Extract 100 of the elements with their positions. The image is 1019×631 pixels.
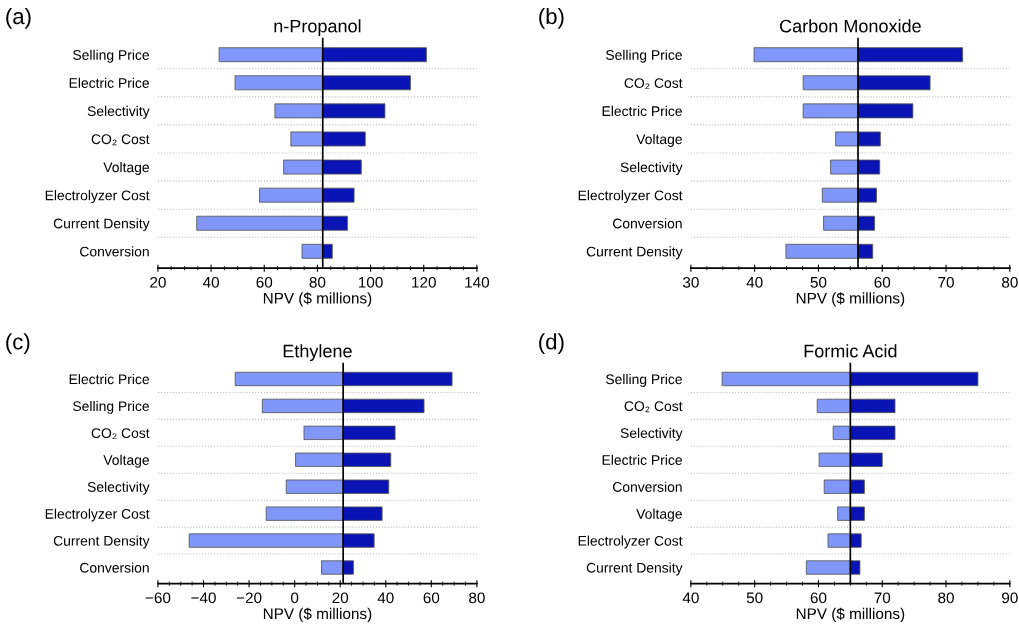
x-tick-label: 0 [290, 592, 299, 604]
chart-title: Carbon Monoxide [780, 19, 921, 33]
y-tick-label: Conversion [613, 481, 682, 492]
x-tick-label: 70 [938, 276, 954, 288]
text: (a) [6, 7, 31, 29]
x-tick-label: 40 [202, 276, 219, 288]
bar [322, 159, 362, 175]
bar [322, 215, 348, 231]
bar [857, 47, 964, 63]
bar [322, 47, 427, 63]
bar [234, 75, 324, 91]
x-tick-label: 140 [465, 276, 490, 288]
bar [823, 215, 859, 231]
x-tick-label: 60 [874, 276, 891, 288]
x-tick-label: 80 [309, 276, 326, 288]
bar [857, 75, 931, 91]
x-tick-label: 60 [423, 592, 440, 604]
bar [857, 131, 881, 147]
x-axis-title: NPV ($ millions) [796, 292, 905, 307]
bar [234, 371, 344, 387]
y-tick-label: Electrolyzer Cost [45, 508, 150, 522]
bar [322, 187, 355, 203]
bar [265, 506, 344, 521]
y-tick-label: Selectivity [620, 162, 683, 175]
x-tick-label: 80 [938, 592, 954, 604]
bar [274, 103, 324, 119]
bar [857, 159, 881, 175]
bar [857, 187, 877, 203]
y-tick-label: Voltage [103, 454, 149, 468]
bar [821, 187, 859, 203]
bar [295, 452, 344, 467]
y-tick-label: Electric Price [69, 77, 149, 88]
y-tick-label: Voltage [103, 162, 149, 175]
y-tick-label: Voltage [636, 508, 682, 522]
x-tick-label: 50 [810, 276, 827, 288]
x-tick-label: 40 [682, 592, 699, 604]
bar [857, 103, 914, 119]
bar [342, 533, 375, 548]
y-tick-label: CO₂ Cost [624, 78, 683, 90]
y-tick-label: Current Density [53, 218, 150, 232]
bar [342, 560, 354, 575]
y-tick-label: Electrolyzer Cost [45, 190, 150, 204]
bar [322, 103, 386, 119]
bar [322, 131, 366, 147]
bar [835, 131, 859, 147]
x-tick-label: 50 [746, 592, 763, 604]
y-tick-label: Conversion [613, 218, 682, 229]
text: (d) [539, 333, 564, 354]
x-tick-label: −60 [145, 592, 171, 604]
bar [303, 425, 344, 440]
x-tick-label: 100 [359, 276, 383, 288]
bar [857, 215, 876, 231]
bar [301, 243, 324, 259]
text: (c) [6, 333, 30, 354]
y-tick-label: CO₂ Cost [624, 401, 683, 413]
chart-title: n-Propanol [274, 19, 361, 37]
bar [785, 243, 859, 259]
y-tick-label: CO₂ Cost [91, 428, 150, 440]
x-tick-label: 60 [256, 276, 273, 288]
bar [830, 159, 859, 175]
bar [261, 398, 344, 414]
x-tick-label: 20 [332, 592, 349, 604]
bar [342, 479, 390, 494]
bar [259, 187, 324, 203]
y-tick-label: Electric Price [602, 105, 682, 117]
bar [802, 75, 859, 91]
bar [342, 371, 453, 387]
y-tick-label: Selectivity [87, 481, 150, 495]
bar [290, 131, 324, 147]
y-tick-label: Selectivity [87, 105, 150, 119]
bar [218, 47, 324, 63]
y-tick-label: Selectivity [620, 427, 683, 441]
bar [321, 560, 344, 575]
bar [342, 398, 425, 414]
bar [342, 452, 392, 467]
bar [283, 159, 324, 175]
x-axis-title: NPV ($ millions) [263, 292, 372, 307]
bar [285, 479, 344, 494]
bar [857, 243, 874, 259]
y-tick-label: Selling Price [73, 400, 149, 414]
x-tick-label: −20 [236, 592, 262, 604]
bar [342, 506, 383, 521]
bar [322, 75, 411, 91]
y-tick-label: Selling Price [605, 373, 682, 387]
y-tick-label: Current Density [586, 562, 683, 576]
x-tick-label: 40 [377, 592, 394, 604]
y-tick-label: Current Density [586, 246, 683, 260]
x-tick-label: 70 [874, 592, 891, 604]
y-tick-label: Electric Price [602, 454, 682, 465]
y-tick-label: Electric Price [69, 373, 149, 385]
bar [753, 47, 859, 63]
y-tick-label: Electrolyzer Cost [578, 190, 683, 204]
y-tick-label: Electrolyzer Cost [578, 535, 683, 549]
y-tick-label: CO₂ Cost [91, 134, 150, 146]
bar [342, 425, 396, 440]
chart-title: Ethylene [283, 344, 352, 362]
x-tick-label: 80 [1002, 276, 1018, 288]
x-tick-label: 60 [810, 592, 827, 604]
x-axis-title: NPV ($ millions) [263, 607, 372, 623]
y-tick-label: Selling Price [73, 49, 149, 63]
